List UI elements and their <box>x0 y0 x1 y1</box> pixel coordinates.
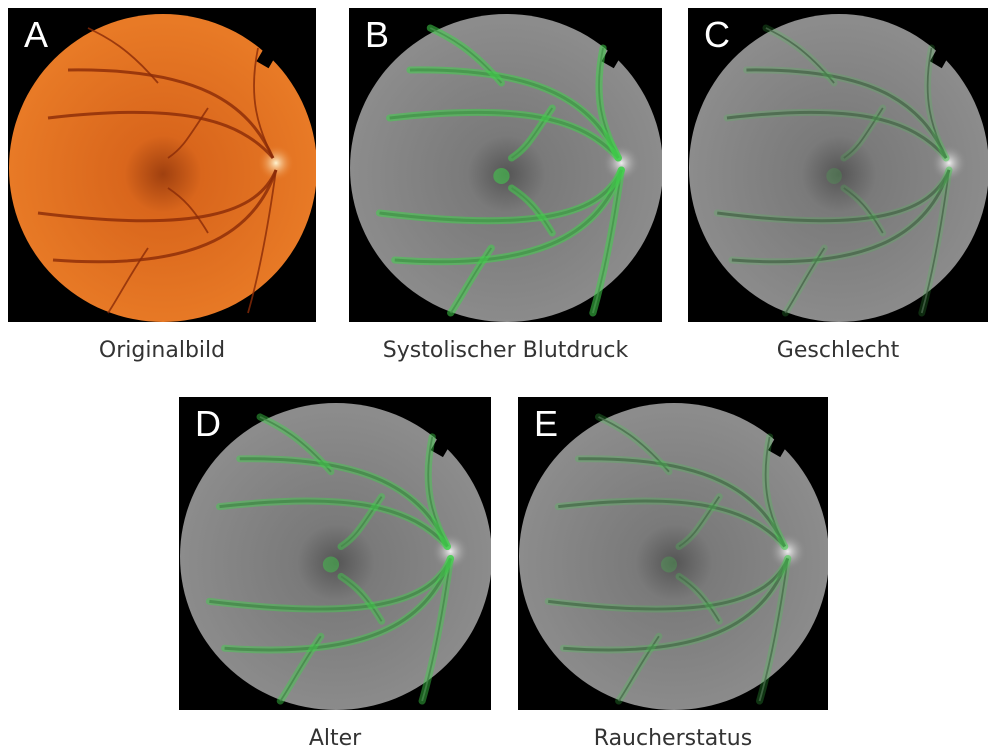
panel-caption: Alter <box>165 726 505 751</box>
panel-letter: D <box>195 403 221 445</box>
fundus-image <box>518 397 828 710</box>
panel-letter: E <box>534 403 558 445</box>
fundus-panel: D <box>179 397 491 710</box>
panel-caption: Geschlecht <box>668 338 988 363</box>
fundus-image <box>349 8 662 322</box>
fundus-image <box>688 8 988 322</box>
fundus-image <box>179 397 491 710</box>
fundus-panel: E <box>518 397 828 710</box>
panel-letter: C <box>704 14 730 56</box>
panel-caption: Systolischer Blutdruck <box>336 338 676 363</box>
panel-letter: A <box>24 14 48 56</box>
panel-caption: Raucherstatus <box>503 726 843 751</box>
saliency <box>826 168 842 184</box>
figure: A Originalbild B Systolischer Blutdruck C Ges… <box>0 0 988 756</box>
panel-caption: Originalbild <box>0 338 332 363</box>
fundus-image <box>8 8 316 322</box>
saliency <box>493 168 509 184</box>
fundus-panel: A <box>8 8 316 322</box>
fundus-panel: B <box>349 8 662 322</box>
saliency <box>323 556 339 572</box>
fundus-panel: C <box>688 8 988 322</box>
panel-letter: B <box>365 14 389 56</box>
saliency <box>661 556 677 572</box>
